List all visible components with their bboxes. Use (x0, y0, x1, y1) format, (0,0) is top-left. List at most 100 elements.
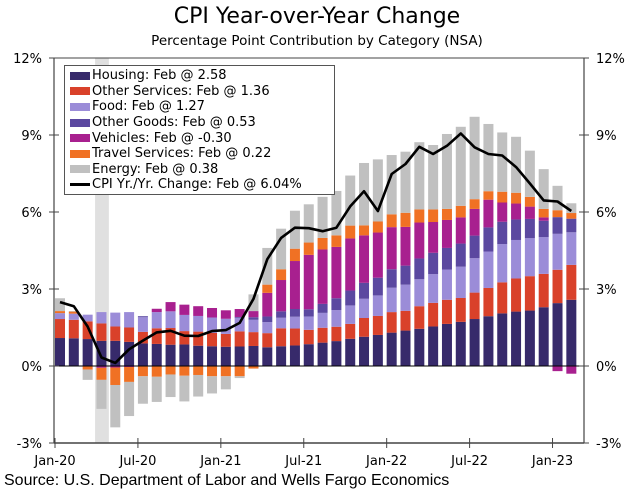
bar-other-services-jan-22 (386, 312, 397, 333)
bar-travel-services-jun-22 (455, 205, 466, 218)
bar-food-feb-20 (68, 313, 79, 320)
bar-travel-services-jul-20 (137, 366, 148, 377)
legend-label: Travel Services: Feb @ 0.22 (92, 146, 272, 162)
bar-housing-sep-21 (331, 341, 342, 366)
legend-line-swatch (70, 183, 90, 187)
x-tick-label: Jan-21 (199, 454, 241, 469)
bar-energy-jan-21 (220, 376, 231, 390)
bar-travel-services-sep-22 (497, 191, 508, 203)
bar-food-jan-22 (386, 287, 397, 313)
bar-other-services-nov-22 (524, 276, 535, 311)
source-note: Source: U.S. Department of Labor and Wel… (4, 472, 450, 489)
bar-vehicles-jun-20 (124, 366, 135, 368)
bar-travel-services-may-20 (110, 367, 121, 385)
bar-other-goods-aug-21 (317, 303, 328, 313)
bar-vehicles-oct-22 (511, 203, 522, 220)
bar-energy-sep-20 (165, 374, 176, 398)
bar-vehicles-nov-20 (193, 306, 204, 316)
bar-travel-services-feb-22 (400, 212, 411, 227)
y-tick-label-left: -3% (17, 437, 42, 452)
x-tick-label: Jan-22 (365, 454, 407, 469)
bar-housing-jan-23 (552, 303, 563, 366)
bar-other-services-jul-20 (137, 331, 148, 344)
bar-energy-jul-22 (469, 116, 480, 200)
legend-item-vehicles: Vehicles: Feb @ -0.30 (70, 130, 334, 146)
bar-food-sep-22 (497, 244, 508, 283)
bar-travel-services-aug-22 (483, 191, 494, 200)
bar-food-sep-20 (165, 311, 176, 329)
bar-other-goods-jun-21 (289, 309, 300, 317)
bar-food-mar-21 (248, 319, 259, 333)
bar-other-goods-dec-21 (372, 277, 383, 296)
y-tick-label-left: 3% (21, 283, 42, 298)
bar-housing-may-22 (441, 323, 452, 366)
bar-vehicles-may-21 (276, 280, 287, 312)
bar-vehicles-sep-22 (497, 202, 508, 222)
bar-other-goods-oct-22 (511, 219, 522, 240)
bar-vehicles-aug-20 (151, 308, 162, 313)
bar-energy-jan-22 (386, 155, 397, 215)
bar-other-services-jun-21 (289, 328, 300, 346)
bar-other-services-apr-21 (262, 333, 273, 348)
bar-food-apr-21 (262, 322, 273, 334)
bar-other-services-jan-23 (552, 269, 563, 304)
bar-travel-services-feb-23 (566, 213, 577, 219)
bar-travel-services-mar-21 (248, 366, 259, 369)
bar-food-oct-22 (511, 239, 522, 279)
y-tick-label-left: 9% (21, 129, 42, 144)
bar-housing-nov-21 (359, 336, 370, 366)
bar-other-goods-jun-22 (455, 243, 466, 267)
bar-travel-services-apr-20 (96, 367, 107, 380)
bar-other-services-oct-20 (179, 331, 190, 345)
bar-food-aug-22 (483, 251, 494, 288)
bar-food-nov-22 (524, 238, 535, 277)
bar-other-goods-nov-22 (524, 218, 535, 239)
bar-other-services-mar-20 (82, 321, 93, 340)
bar-vehicles-nov-21 (359, 235, 370, 283)
bar-food-may-21 (276, 317, 287, 329)
bar-other-goods-jul-22 (469, 235, 480, 259)
bar-other-services-jan-20 (55, 319, 65, 339)
bar-food-may-20 (110, 312, 121, 327)
bar-travel-services-jan-23 (552, 210, 563, 218)
bar-housing-mar-22 (414, 328, 425, 366)
bar-energy-oct-21 (345, 175, 356, 226)
bar-food-dec-22 (538, 237, 549, 274)
bar-vehicles-feb-21 (234, 309, 245, 317)
bar-other-goods-jul-20 (137, 316, 148, 318)
bar-food-jan-20 (55, 313, 65, 320)
bar-other-goods-feb-22 (400, 265, 411, 285)
y-tick-label-right: 12% (596, 52, 625, 67)
bar-travel-services-jun-20 (124, 367, 135, 382)
bar-energy-sep-22 (497, 132, 508, 192)
bar-travel-services-jan-21 (220, 366, 231, 377)
cpi-line (59, 132, 573, 365)
bar-vehicles-mar-22 (414, 222, 425, 259)
bar-energy-may-20 (110, 384, 121, 428)
bar-food-jan-23 (552, 233, 563, 270)
legend-item-travel-services: Travel Services: Feb @ 0.22 (70, 146, 334, 162)
bar-other-services-sep-20 (165, 328, 176, 345)
bar-other-services-oct-22 (511, 278, 522, 312)
bar-other-services-nov-20 (193, 331, 204, 346)
bar-energy-nov-20 (193, 374, 204, 397)
bar-travel-services-aug-20 (151, 366, 162, 377)
bar-vehicles-sep-21 (331, 246, 342, 299)
bar-food-jul-22 (469, 258, 480, 293)
bar-other-goods-apr-21 (262, 316, 273, 323)
bar-other-services-may-20 (110, 326, 121, 341)
bar-travel-services-apr-21 (262, 284, 273, 293)
y-tick-label-left: 0% (21, 360, 42, 375)
x-tick-label: Jul-21 (284, 454, 322, 469)
bar-travel-services-dec-20 (207, 366, 218, 377)
bar-food-aug-21 (317, 312, 328, 328)
bar-housing-oct-21 (345, 338, 356, 366)
bar-travel-services-jun-21 (289, 248, 300, 262)
legend-label: CPI Yr./Yr. Change: Feb @ 6.04% (92, 177, 302, 193)
bar-energy-aug-21 (317, 196, 328, 238)
y-tick-label-left: 12% (13, 52, 42, 67)
bar-food-nov-20 (193, 315, 204, 332)
bar-energy-sep-21 (331, 190, 342, 236)
bar-vehicles-may-22 (441, 219, 452, 248)
bar-housing-nov-20 (193, 345, 204, 366)
